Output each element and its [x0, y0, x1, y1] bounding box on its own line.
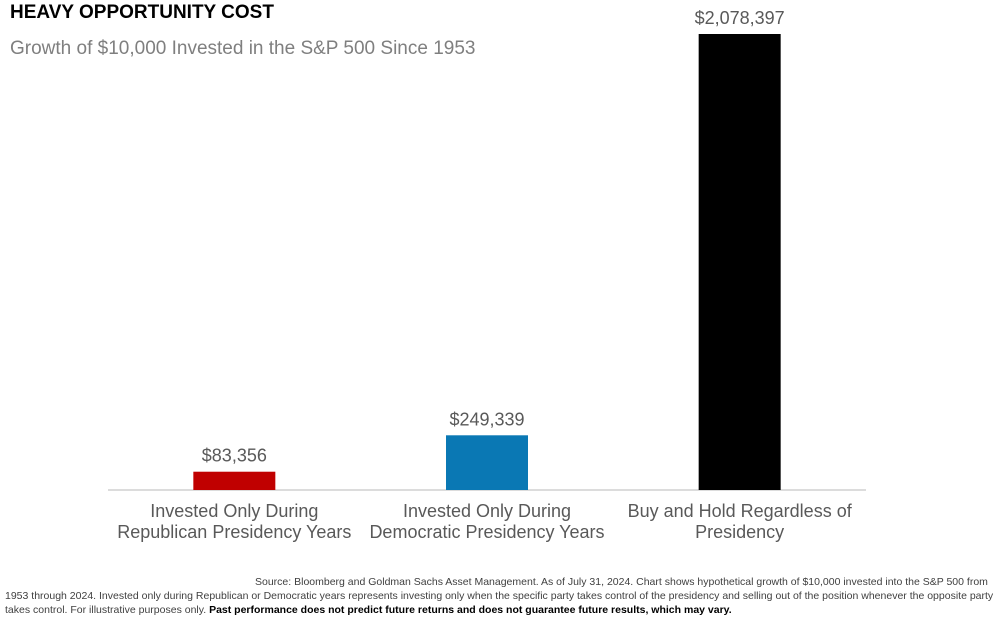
- source-note: Source: Bloomberg and Goldman Sachs Asse…: [5, 576, 994, 616]
- x-tick-label: Buy and Hold Regardless of Presidency: [627, 501, 852, 542]
- bar: [698, 34, 781, 490]
- disclaimer: Past performance does not predict future…: [209, 604, 732, 616]
- value-label: $249,339: [449, 409, 524, 429]
- x-tick-label: Invested Only During Republican Presiden…: [117, 501, 352, 542]
- value-label: $83,356: [202, 446, 267, 466]
- bar: [193, 471, 276, 490]
- chart-subtitle: Growth of $10,000 Invested in the S&P 50…: [10, 38, 475, 59]
- x-tick-label: Invested Only During Democratic Presiden…: [369, 501, 605, 542]
- footnote: Source: Bloomberg and Goldman Sachs Asse…: [5, 575, 998, 617]
- chart-title: HEAVY OPPORTUNITY COST: [10, 2, 274, 23]
- bar: [446, 435, 528, 490]
- value-label: $2,078,397: [695, 8, 785, 28]
